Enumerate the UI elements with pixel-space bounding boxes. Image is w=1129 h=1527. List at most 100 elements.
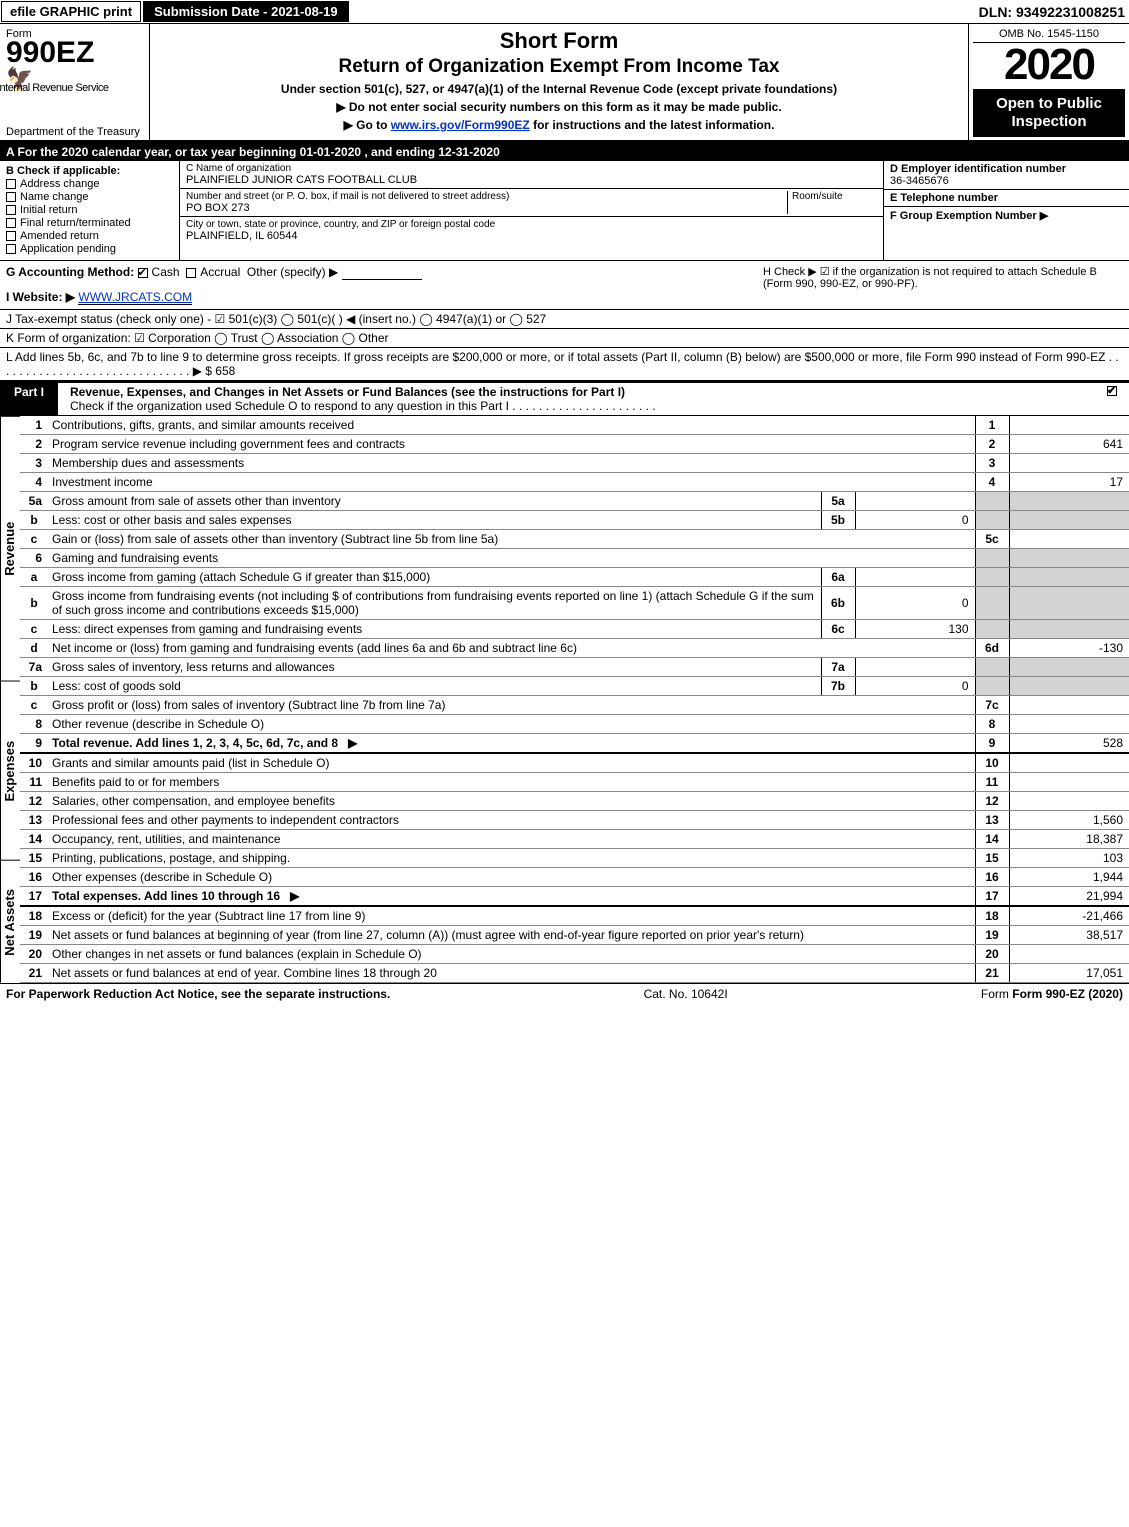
row-g: G Accounting Method: Cash Accrual Other … — [6, 265, 763, 305]
form-ref: Form Form 990-EZ (2020) — [981, 987, 1123, 1001]
gray-cell — [975, 511, 1009, 530]
chk-final-return[interactable] — [6, 218, 16, 228]
desc: Contributions, gifts, grants, and simila… — [48, 416, 975, 435]
efile-print-button[interactable]: efile GRAPHIC print — [1, 1, 141, 22]
chk-accrual[interactable] — [186, 268, 196, 278]
desc: Gain or (loss) from sale of assets other… — [48, 530, 975, 549]
ln: 20 — [20, 945, 48, 964]
table-row: bGross income from fundraising events (n… — [20, 587, 1129, 620]
table-row: 13Professional fees and other payments t… — [20, 811, 1129, 830]
ln: b — [20, 677, 48, 696]
org-name-caption: C Name of organization — [186, 163, 877, 174]
form-subtitle: Under section 501(c), 527, or 4947(a)(1)… — [156, 82, 962, 96]
ln: 3 — [20, 454, 48, 473]
line-a-tax-year: A For the 2020 calendar year, or tax yea… — [0, 142, 1129, 161]
box-label: 7b — [821, 677, 855, 696]
chk-cash[interactable] — [138, 268, 148, 278]
desc: Total revenue. Add lines 1, 2, 3, 4, 5c,… — [48, 734, 975, 754]
ln: 17 — [20, 887, 48, 907]
table-row: 3Membership dues and assessments3 — [20, 454, 1129, 473]
part-i-check-text: Check if the organization used Schedule … — [70, 399, 656, 413]
num-val — [1009, 945, 1129, 964]
irs-label: Internal Revenue Service — [0, 82, 109, 94]
desc: Less: cost or other basis and sales expe… — [48, 511, 821, 530]
chk-name-change[interactable] — [6, 192, 16, 202]
ln: c — [20, 620, 48, 639]
desc: Gross income from gaming (attach Schedul… — [48, 568, 821, 587]
gray-cell — [1009, 511, 1129, 530]
table-row: 6Gaming and fundraising events — [20, 549, 1129, 568]
open-to-public-badge: Open to Public Inspection — [973, 89, 1125, 137]
row-g-h: G Accounting Method: Cash Accrual Other … — [0, 261, 1129, 310]
table-row: 5aGross amount from sale of assets other… — [20, 492, 1129, 511]
part-i-body: Revenue Expenses Net Assets 1Contributio… — [0, 416, 1129, 983]
desc: Printing, publications, postage, and shi… — [48, 849, 975, 868]
ln: c — [20, 696, 48, 715]
num-val: 38,517 — [1009, 926, 1129, 945]
gray-cell — [975, 492, 1009, 511]
num-val: 17,051 — [1009, 964, 1129, 983]
website-label: I Website: ▶ — [6, 290, 75, 304]
section-bcd: B Check if applicable: Address change Na… — [0, 161, 1129, 261]
gray-cell — [1009, 677, 1129, 696]
phone-label: E Telephone number — [890, 192, 1123, 204]
table-row: 4Investment income417 — [20, 473, 1129, 492]
desc: Gross income from fundraising events (no… — [48, 587, 821, 620]
desc: Membership dues and assessments — [48, 454, 975, 473]
goto-line: ▶ Go to www.irs.gov/Form990EZ for instru… — [156, 118, 962, 132]
header-center: Short Form Return of Organization Exempt… — [150, 24, 969, 140]
chk-initial-return[interactable] — [6, 205, 16, 215]
row-k-org-form: K Form of organization: ☑ Corporation ◯ … — [0, 329, 1129, 348]
box-label: 6c — [821, 620, 855, 639]
section-b-label: B Check if applicable: — [6, 165, 173, 177]
desc: Investment income — [48, 473, 975, 492]
lbl-amended-return: Amended return — [20, 230, 99, 242]
desc: Gross profit or (loss) from sales of inv… — [48, 696, 975, 715]
chk-part-i-schedule-o[interactable] — [1107, 386, 1117, 396]
part-i-header: Part I Revenue, Expenses, and Changes in… — [0, 381, 1129, 416]
ln: 12 — [20, 792, 48, 811]
box-val — [855, 492, 975, 511]
num-label: 8 — [975, 715, 1009, 734]
form-number: 990EZ — [6, 38, 143, 68]
desc: Other revenue (describe in Schedule O) — [48, 715, 975, 734]
ln: b — [20, 587, 48, 620]
num-label: 16 — [975, 868, 1009, 887]
num-label: 15 — [975, 849, 1009, 868]
num-val — [1009, 530, 1129, 549]
desc: Net income or (loss) from gaming and fun… — [48, 639, 975, 658]
desc: Grants and similar amounts paid (list in… — [48, 753, 975, 773]
part-i-tab: Part I — [0, 383, 58, 415]
num-label: 10 — [975, 753, 1009, 773]
desc: Occupancy, rent, utilities, and maintena… — [48, 830, 975, 849]
num-val: 17 — [1009, 473, 1129, 492]
num-label: 7c — [975, 696, 1009, 715]
goto-link[interactable]: www.irs.gov/Form990EZ — [391, 118, 530, 132]
chk-address-change[interactable] — [6, 179, 16, 189]
num-val — [1009, 773, 1129, 792]
website-link[interactable]: WWW.JRCATS.COM — [78, 290, 192, 305]
form-header: Form 990EZ 🦅 Department of the Treasury … — [0, 24, 1129, 142]
other-specify-field[interactable] — [342, 265, 422, 280]
chk-amended-return[interactable] — [6, 231, 16, 241]
num-val — [1009, 416, 1129, 435]
ln: c — [20, 530, 48, 549]
chk-application-pending[interactable] — [6, 244, 16, 254]
table-row: 2Program service revenue including gover… — [20, 435, 1129, 454]
desc: Program service revenue including govern… — [48, 435, 975, 454]
desc: Gross amount from sale of assets other t… — [48, 492, 821, 511]
box-label: 5a — [821, 492, 855, 511]
table-row: cLess: direct expenses from gaming and f… — [20, 620, 1129, 639]
street-value: PO BOX 273 — [186, 202, 787, 214]
ln: 18 — [20, 906, 48, 926]
table-row: 15Printing, publications, postage, and s… — [20, 849, 1129, 868]
num-label: 21 — [975, 964, 1009, 983]
lbl-other-specify: Other (specify) ▶ — [247, 265, 338, 279]
num-val: 1,560 — [1009, 811, 1129, 830]
table-row: bLess: cost or other basis and sales exp… — [20, 511, 1129, 530]
gray-cell — [975, 620, 1009, 639]
box-label: 7a — [821, 658, 855, 677]
submission-date-button[interactable]: Submission Date - 2021-08-19 — [143, 1, 349, 22]
box-label: 6b — [821, 587, 855, 620]
ln: 9 — [20, 734, 48, 754]
